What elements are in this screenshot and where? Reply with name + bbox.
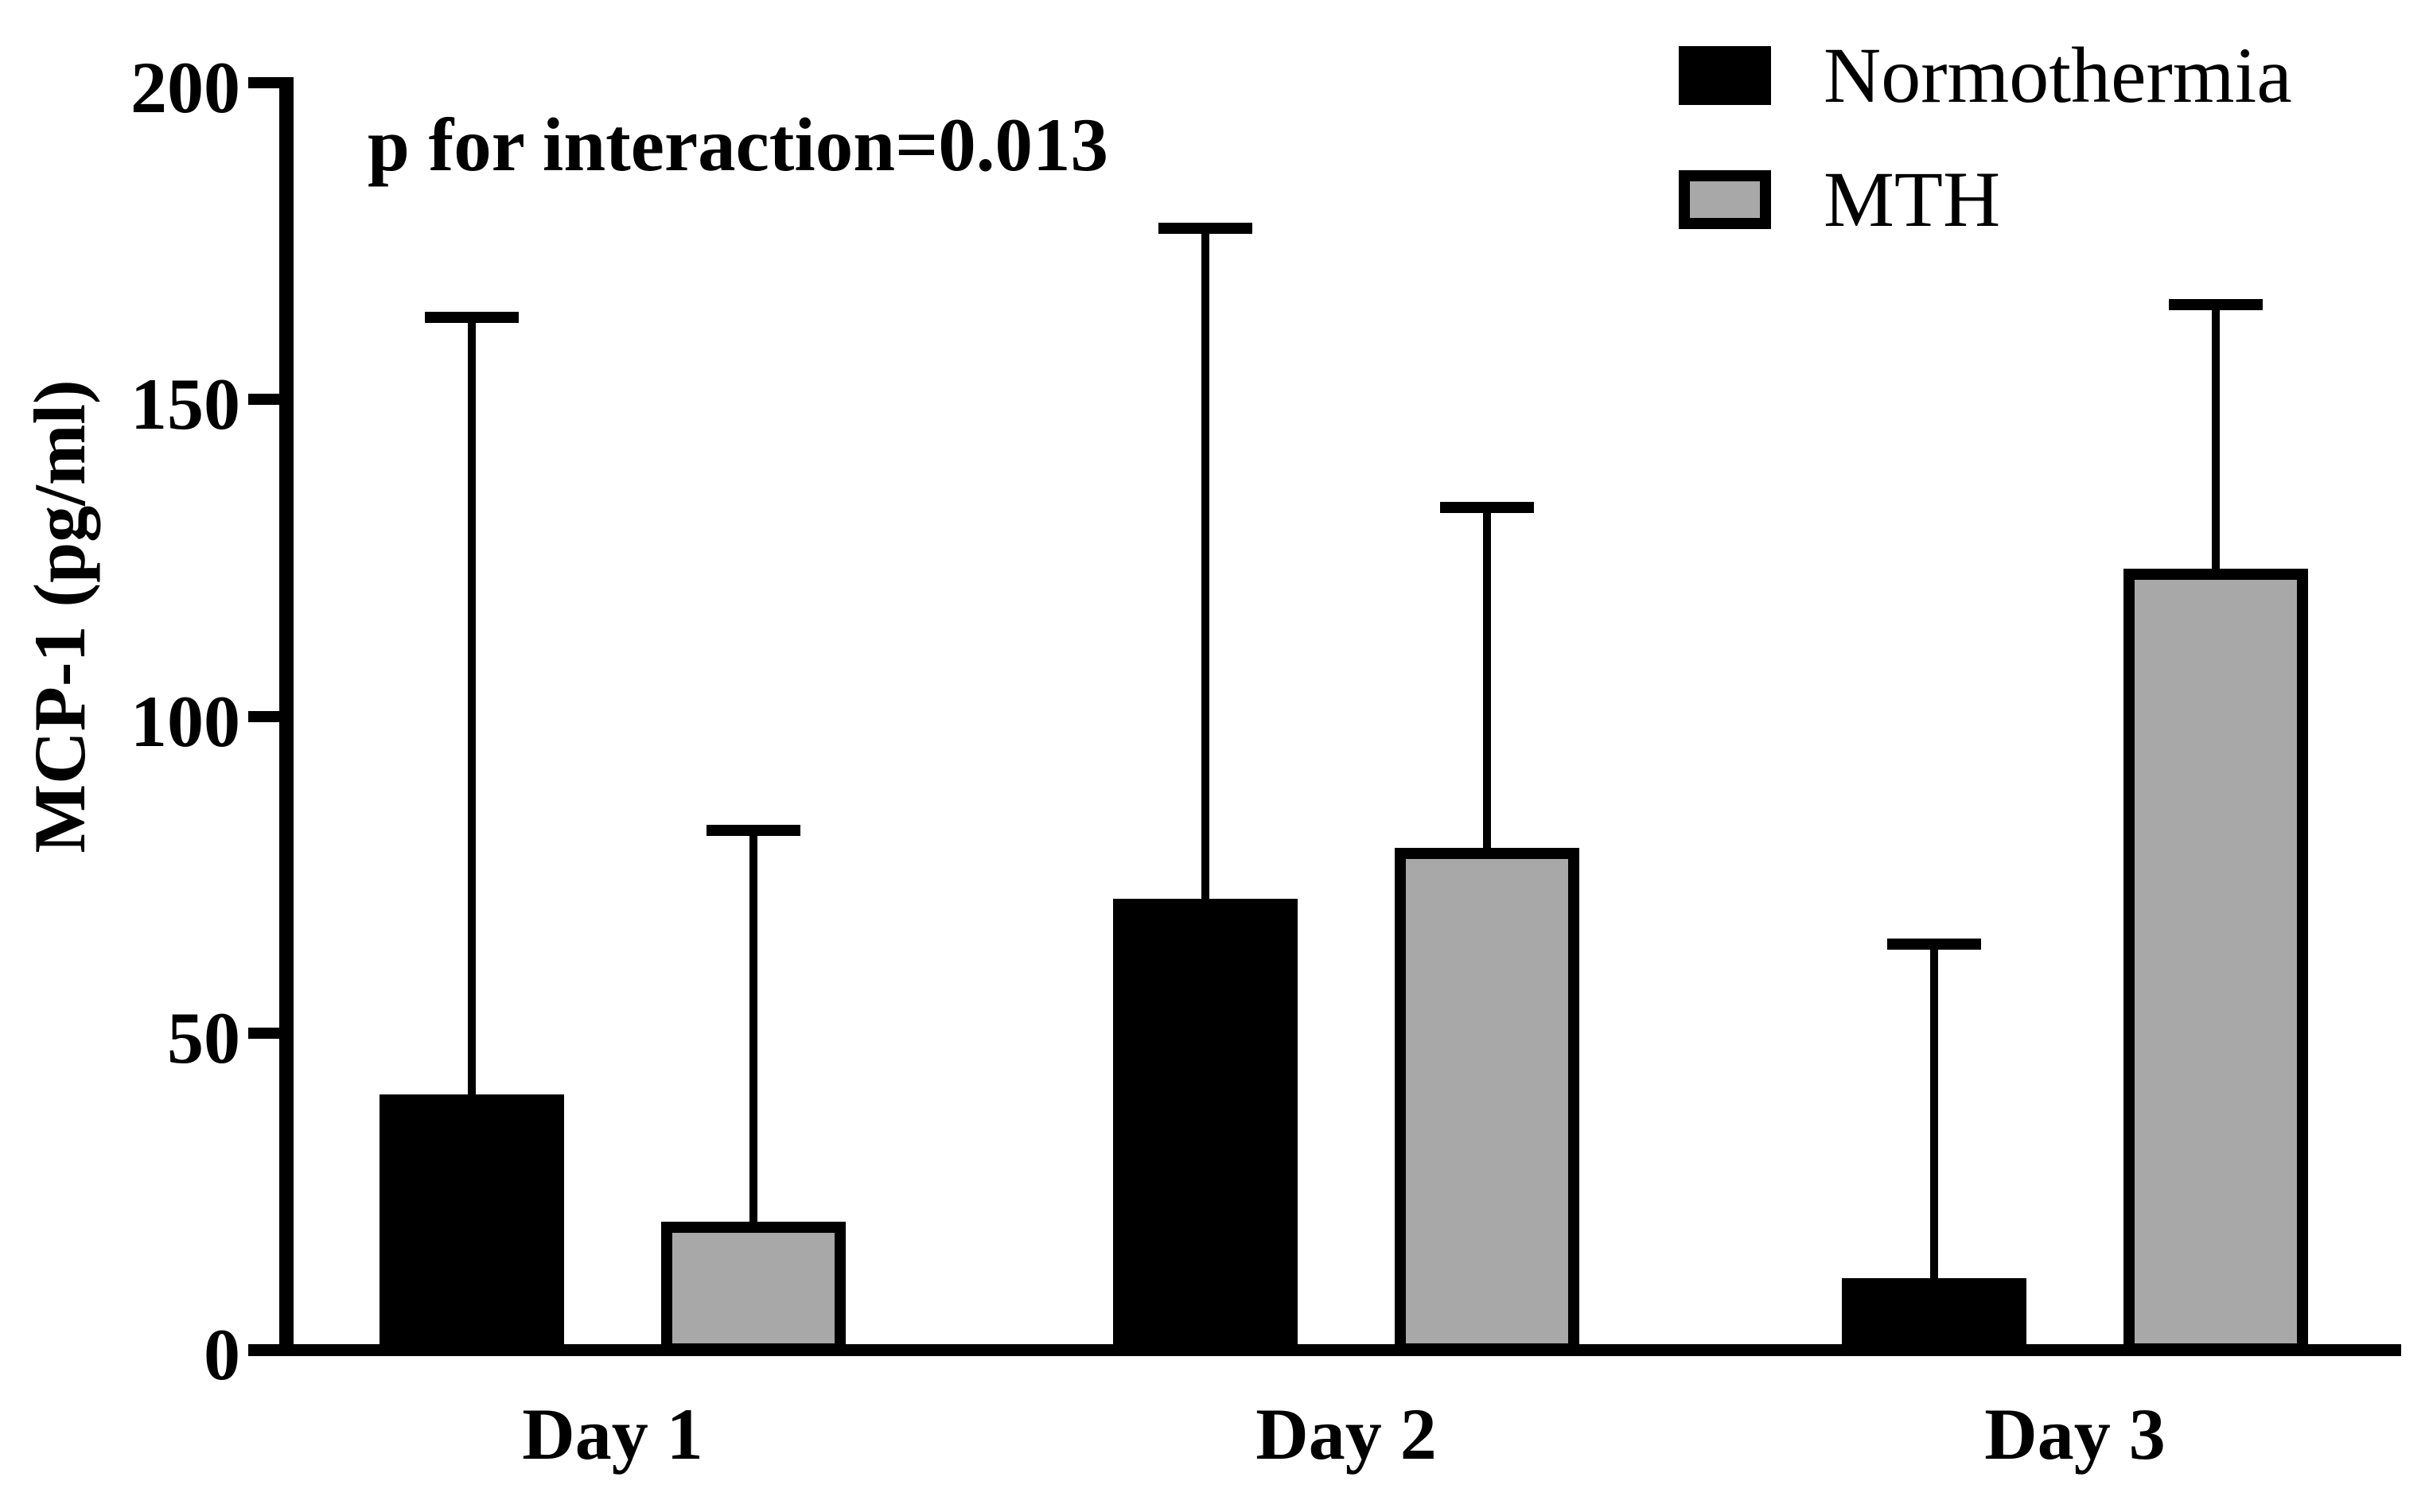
error-bar-cap	[425, 311, 519, 323]
x-axis-line	[248, 1344, 2401, 1356]
bar-mth-1	[661, 1221, 846, 1355]
annotation-p-value: p for interaction=0.013	[368, 103, 1109, 187]
error-bar-line	[1201, 234, 1209, 923]
y-axis-tick	[248, 1027, 286, 1039]
error-bar-cap	[1887, 939, 1981, 950]
y-tick-label: 150	[130, 363, 240, 445]
legend-item-mth: MTH	[1679, 156, 2000, 243]
legend-item-normothermia: Normothermia	[1679, 32, 2292, 119]
legend-swatch-normothermia-icon	[1679, 46, 1771, 105]
bar-normothermia-1	[380, 1094, 564, 1355]
x-category-label: Day 3	[1984, 1393, 2166, 1475]
y-tick-label: 0	[204, 1314, 240, 1395]
error-bar-cap	[2169, 298, 2263, 310]
legend-swatch-mth-icon	[1679, 170, 1771, 229]
x-category-label: Day 1	[522, 1393, 703, 1475]
error-bar-line	[468, 322, 476, 1119]
error-bar-line	[1483, 512, 1491, 872]
bar-mth-3	[2123, 569, 2308, 1355]
error-bar-cap	[1158, 223, 1252, 235]
error-bar-cap	[1440, 501, 1534, 513]
legend-label-normothermia: Normothermia	[1824, 31, 2292, 119]
bar-normothermia-2	[1113, 898, 1298, 1355]
error-bar-line	[2212, 309, 2220, 593]
bar-normothermia-3	[1842, 1278, 2026, 1355]
y-axis-tick	[248, 710, 286, 722]
legend-label-mth: MTH	[1824, 155, 2001, 243]
y-axis-tick	[248, 394, 286, 406]
bar-mth-2	[1395, 847, 1579, 1355]
y-tick-label: 100	[130, 680, 240, 762]
y-axis-tick	[248, 77, 286, 88]
error-bar-cap	[707, 824, 800, 836]
y-tick-label: 200	[130, 47, 240, 128]
y-tick-label: 50	[167, 997, 240, 1079]
error-bar-line	[749, 835, 757, 1246]
x-category-label: Day 2	[1255, 1393, 1437, 1475]
error-bar-line	[1930, 950, 1938, 1303]
